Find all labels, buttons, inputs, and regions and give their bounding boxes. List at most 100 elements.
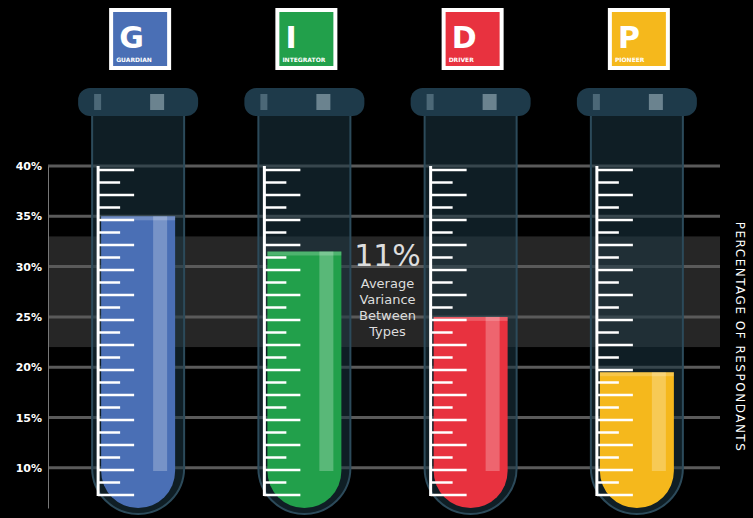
header-letter: P <box>618 20 640 55</box>
graduation <box>431 456 453 459</box>
graduation <box>431 444 467 447</box>
header-box <box>446 12 500 66</box>
graduation <box>597 406 619 409</box>
cap-shine <box>150 94 164 110</box>
graduation <box>431 219 467 222</box>
tube-glass <box>425 112 517 514</box>
graduation <box>98 281 120 284</box>
header-box <box>113 12 167 66</box>
graduation <box>98 219 134 222</box>
graduation <box>98 494 134 497</box>
graduation <box>431 169 467 172</box>
graduation <box>431 419 467 422</box>
graduation <box>264 206 286 209</box>
graduation <box>431 244 467 247</box>
graduation <box>264 406 286 409</box>
graduation <box>98 231 120 234</box>
graduation <box>264 319 300 322</box>
graduation <box>597 344 633 347</box>
chart: 10%15%20%25%30%35%40%GGUARDIANIINTEGRATO… <box>0 0 753 518</box>
cap-shine <box>649 94 663 110</box>
graduation <box>597 256 619 259</box>
graduation <box>264 281 286 284</box>
bar-top <box>267 252 341 256</box>
graduation <box>597 194 633 197</box>
header-letter: D <box>452 20 477 55</box>
graduation <box>98 269 134 272</box>
graduation <box>98 331 120 334</box>
tube-glass <box>258 112 350 514</box>
graduation <box>431 319 467 322</box>
graduation <box>431 406 453 409</box>
cap-shine <box>427 94 434 110</box>
graduation <box>264 331 286 334</box>
graduation <box>597 381 619 384</box>
graduation <box>431 494 467 497</box>
graduation <box>597 494 633 497</box>
ruler-spine <box>429 166 432 496</box>
graduation <box>264 294 300 297</box>
ruler-spine <box>97 166 100 496</box>
graduation <box>597 369 633 372</box>
tick: 30% <box>16 261 48 274</box>
graduation <box>98 319 134 322</box>
header-frame <box>275 8 337 70</box>
tick-label: 40% <box>16 160 42 173</box>
graduation <box>597 181 619 184</box>
graduation <box>597 456 619 459</box>
graduation <box>264 494 300 497</box>
graduation <box>264 469 300 472</box>
header-letter: I <box>285 20 296 55</box>
graduation <box>98 444 134 447</box>
graduation <box>431 356 453 359</box>
tick: 20% <box>16 361 48 374</box>
graduation <box>98 406 120 409</box>
bar-highlight <box>652 372 666 471</box>
cap-shine <box>483 94 497 110</box>
header-frame <box>608 8 670 70</box>
tube-glass <box>591 112 683 514</box>
header-frame <box>109 8 171 70</box>
graduation <box>597 444 633 447</box>
graduation <box>98 456 120 459</box>
ruler-spine <box>595 166 598 496</box>
graduation <box>264 306 286 309</box>
graduation <box>98 481 120 484</box>
graduation <box>98 244 134 247</box>
graduation <box>597 169 633 172</box>
header-name: PIONEER <box>615 56 645 63</box>
tick-label: 35% <box>16 210 42 223</box>
graduation <box>431 469 467 472</box>
graduation <box>264 256 286 259</box>
graduation <box>264 456 286 459</box>
graduation <box>264 269 300 272</box>
graduation <box>264 194 300 197</box>
tick-label: 25% <box>16 311 42 324</box>
cap-shine <box>260 94 267 110</box>
graduation <box>431 369 467 372</box>
tube-glass <box>92 112 184 514</box>
graduation <box>597 206 619 209</box>
bar-highlight <box>319 252 333 472</box>
bar-highlight <box>153 216 167 471</box>
graduation <box>98 194 134 197</box>
graduation <box>264 394 300 397</box>
tick-label: 10% <box>16 462 42 475</box>
graduation <box>431 281 453 284</box>
graduation <box>597 469 633 472</box>
graduation <box>264 181 286 184</box>
graduation <box>98 294 134 297</box>
header-letter: G <box>119 20 144 55</box>
graduation <box>597 319 633 322</box>
graduation <box>431 206 453 209</box>
annotation-value: 11% <box>354 238 421 273</box>
graduation <box>597 294 633 297</box>
graduation <box>431 481 453 484</box>
tube-cap <box>411 88 531 116</box>
graduation <box>431 231 453 234</box>
annotation-text: AverageVarianceBetweenTypes <box>359 276 416 339</box>
tube-cap <box>78 88 198 116</box>
graduation <box>98 431 120 434</box>
tick: 25% <box>16 311 48 324</box>
graduation <box>264 419 300 422</box>
